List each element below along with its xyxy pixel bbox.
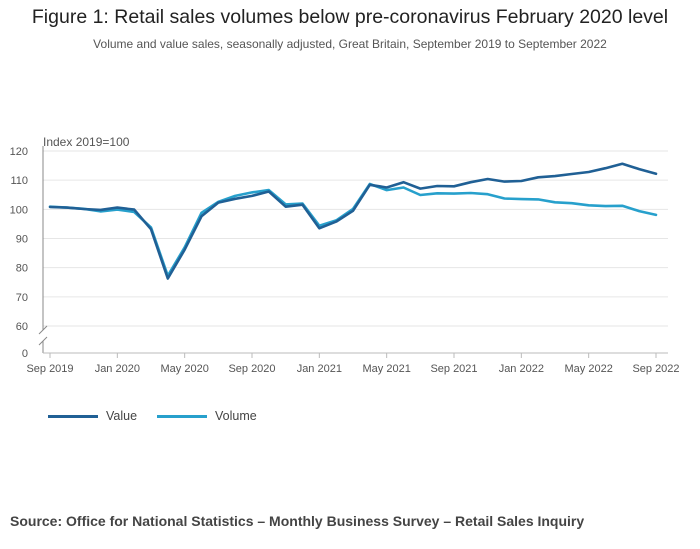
x-tick-label: Jan 2022 <box>499 363 544 375</box>
y-tick-label: 80 <box>16 263 28 275</box>
y-tick-label: 90 <box>16 234 28 246</box>
x-tick-label: Sep 2019 <box>26 363 73 375</box>
axis-break-mark <box>38 336 48 346</box>
y-tick-label: 60 <box>16 321 28 333</box>
x-tick-label: Sep 2022 <box>632 363 679 375</box>
legend-value-label: Value <box>106 409 138 423</box>
series-lines <box>48 162 658 280</box>
legend-volume-swatch <box>157 414 207 418</box>
legend-value[interactable]: Value <box>48 409 137 423</box>
x-tick-label: May 2022 <box>565 363 613 375</box>
x-tick-label: May 2020 <box>161 363 209 375</box>
series-line-volume[interactable] <box>48 182 658 278</box>
source-note: Source: Office for National Statistics –… <box>10 513 585 529</box>
y-tick-label: 120 <box>10 146 28 158</box>
x-tick-label: Jan 2021 <box>297 363 342 375</box>
x-tick-label: Sep 2021 <box>430 363 477 375</box>
x-tick-label: May 2021 <box>363 363 411 375</box>
y-tick-labels: 120 110 100 90 80 70 60 0 <box>10 146 28 360</box>
x-tick-labels: Sep 2019 Jan 2020 May 2020 Sep 2020 Jan 2021… <box>26 363 679 375</box>
legend-volume-label: Volume <box>215 409 257 423</box>
x-tick-label: Jan 2020 <box>95 363 140 375</box>
y-tick-label: 110 <box>10 175 28 187</box>
axis-break-mark <box>38 325 48 335</box>
y-tick-label: 100 <box>10 204 28 216</box>
y-axis-label: Index 2019=100 <box>43 135 130 149</box>
legend-value-swatch <box>48 414 98 418</box>
gridlines <box>43 150 668 327</box>
legend-volume[interactable]: Volume <box>157 409 257 423</box>
chart-subtitle: Volume and value sales, seasonally adjus… <box>93 37 607 51</box>
axes <box>38 146 668 358</box>
chart-title: Figure 1: Retail sales volumes below pre… <box>31 6 669 28</box>
y-tick-label: 0 <box>22 348 28 360</box>
y-tick-label: 70 <box>16 292 28 304</box>
series-line-value[interactable] <box>48 162 658 280</box>
line-chart: Index 2019=100 120 110 100 90 80 70 60 0 Sep 20… <box>10 135 680 375</box>
x-tick-label: Sep 2020 <box>228 363 275 375</box>
